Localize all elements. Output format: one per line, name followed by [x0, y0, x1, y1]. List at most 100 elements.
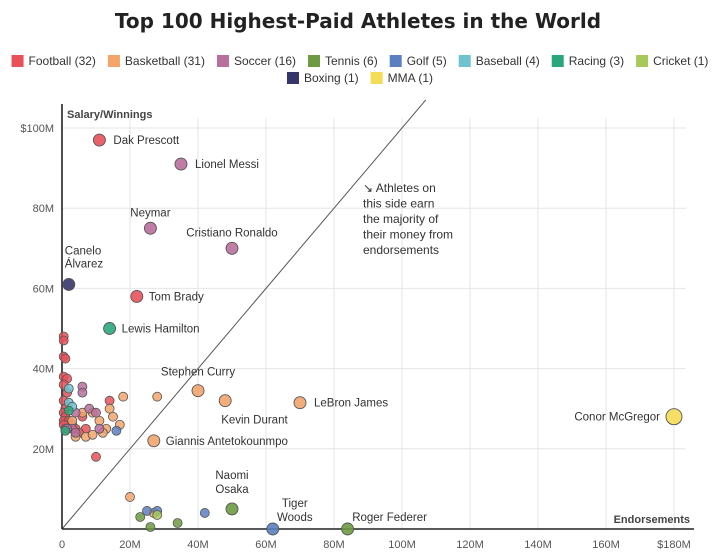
legend-swatch-cricket — [636, 55, 649, 67]
legend: Football (32) Basketball (31) Soccer (16) T… — [11, 54, 708, 85]
point-golf — [199, 508, 210, 518]
legend-swatch-boxing — [286, 72, 299, 84]
annotation-line: their money from — [363, 228, 453, 242]
point-cricket — [152, 510, 163, 520]
label-neymar: Neymar — [130, 207, 170, 219]
legend-item-mma: MMA (1) — [370, 71, 433, 85]
label-cristiano-ronaldo: Cristiano Ronaldo — [186, 227, 277, 239]
point-racing — [63, 405, 74, 416]
annotation-line: this side earn — [363, 197, 434, 211]
point-golf — [111, 425, 122, 436]
y-tick-label: $100M — [20, 123, 54, 135]
point-basketball — [125, 492, 135, 502]
diagonal-line — [61, 99, 427, 530]
point-tennis — [135, 512, 146, 522]
point-baseball — [63, 383, 74, 394]
label-stephen-curry: Stephen Curry — [161, 367, 235, 379]
point-basketball — [87, 429, 98, 440]
legend-label-golf: Golf (5) — [407, 54, 447, 68]
point-giannis-antetokounmpo — [147, 434, 161, 448]
x-tick-label: 160M — [592, 539, 620, 551]
point-basketball — [118, 391, 129, 402]
point-lewis-hamilton — [103, 322, 117, 335]
tick-labels: 0 20M 40M 60M 80M 100M 120M 140M 160M $180M 20M 40M… — [20, 123, 690, 551]
legend-item-tennis: Tennis (6) — [308, 54, 378, 68]
point-golf — [142, 506, 152, 516]
point-tennis — [172, 518, 183, 528]
label-naomi-osaka: Naomi — [215, 470, 248, 482]
point-naomi-osaka — [225, 502, 239, 516]
legend-label-basketball: Basketball (31) — [125, 54, 205, 68]
point-football — [91, 451, 101, 462]
legend-swatch-baseball — [458, 55, 471, 67]
point-conor-mcgregor — [665, 408, 683, 426]
legend-item-boxing: Boxing (1) — [286, 71, 359, 85]
point-kevin-durant — [218, 394, 232, 408]
legend-label-football: Football (32) — [29, 54, 96, 68]
point-tennis — [145, 522, 156, 532]
x-tick-label: 120M — [456, 539, 484, 551]
label-naomi-osaka-line2: Osaka — [215, 484, 249, 496]
point-racing — [60, 425, 71, 436]
point-basketball — [104, 403, 115, 414]
label-lewis-hamilton: Lewis Hamilton — [122, 324, 200, 336]
point-football — [60, 353, 71, 364]
label-lionel-messi: Lionel Messi — [195, 159, 259, 171]
label-roger-federer: Roger Federer — [352, 512, 427, 524]
legend-swatch-mma — [370, 72, 383, 84]
label-conor-mcgregor: Conor McGregor — [574, 412, 660, 424]
x-tick-label: 40M — [187, 539, 208, 551]
legend-swatch-tennis — [308, 55, 321, 67]
y-tick-label: 40M — [33, 364, 54, 376]
point-canelo-alvarez — [62, 277, 76, 291]
points — [58, 133, 683, 536]
legend-item-baseball: Baseball (4) — [458, 54, 540, 68]
x-tick-label: $180M — [657, 539, 691, 551]
legend-label-cricket: Cricket (1) — [653, 54, 708, 68]
legend-label-racing: Racing (3) — [569, 54, 624, 68]
annotation-line: ↘ Athletes on — [363, 181, 436, 195]
annotation-line: the majority of — [363, 212, 439, 226]
point-soccer — [77, 387, 88, 398]
legend-label-boxing: Boxing (1) — [304, 71, 359, 85]
legend-swatch-racing — [551, 55, 564, 67]
axes — [61, 104, 694, 530]
legend-item-football: Football (32) — [11, 54, 96, 68]
label-tiger-woods: Tiger — [282, 498, 308, 510]
chart-title: Top 100 Highest-Paid Athletes in the Wor… — [115, 9, 601, 33]
point-stephen-curry — [191, 384, 205, 398]
annotation-line: endorsements — [363, 243, 439, 257]
x-axis-title: Endorsements — [614, 514, 690, 526]
point-lionel-messi — [174, 157, 188, 171]
point-cristiano-ronaldo — [225, 241, 239, 255]
point-neymar — [143, 221, 157, 235]
x-tick-label: 100M — [388, 539, 416, 551]
label-tom-brady: Tom Brady — [149, 291, 204, 303]
y-tick-label: 20M — [33, 444, 54, 456]
point-dak-prescott — [92, 133, 106, 147]
legend-item-racing: Racing (3) — [551, 54, 624, 68]
point-labels: Dak Prescott Lionel Messi Neymar Cristiano … — [65, 135, 660, 524]
legend-item-golf: Golf (5) — [389, 54, 447, 68]
x-tick-label: 140M — [524, 539, 552, 551]
point-tom-brady — [130, 289, 144, 303]
point-roger-federer — [341, 522, 355, 536]
label-tiger-woods-line2: Woods — [277, 512, 313, 524]
label-canelo-alvarez-line2: Álvarez — [65, 257, 104, 270]
legend-swatch-soccer — [216, 55, 229, 67]
legend-swatch-football — [11, 55, 24, 67]
legend-label-tennis: Tennis (6) — [325, 54, 378, 68]
legend-item-cricket: Cricket (1) — [636, 54, 708, 68]
point-football — [58, 335, 69, 346]
label-giannis-antetokounmpo: Giannis Antetokounmpo — [166, 436, 288, 448]
x-tick-label: 0 — [59, 539, 65, 551]
legend-swatch-basketball — [107, 55, 120, 67]
x-tick-label: 20M — [119, 539, 140, 551]
label-kevin-durant: Kevin Durant — [221, 415, 288, 427]
point-soccer — [70, 427, 81, 438]
label-canelo-alvarez: Canelo — [65, 245, 101, 257]
grid — [62, 118, 686, 529]
x-tick-label: 80M — [323, 539, 344, 551]
legend-label-soccer: Soccer (16) — [234, 54, 296, 68]
